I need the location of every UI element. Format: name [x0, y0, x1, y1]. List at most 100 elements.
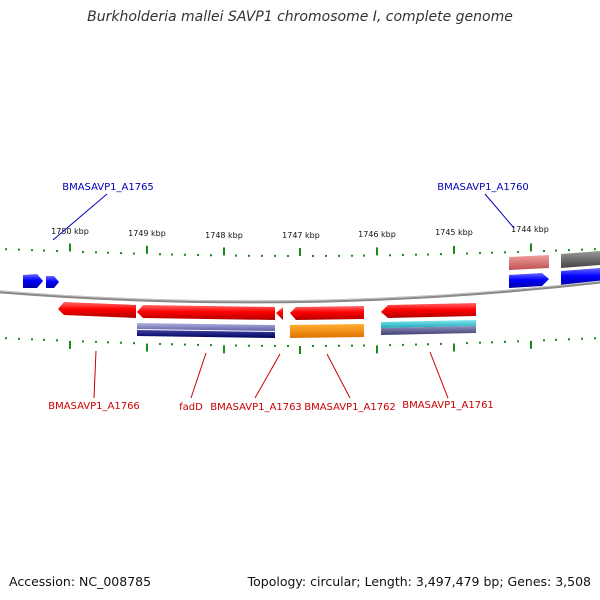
major-tick	[376, 247, 378, 256]
major-tick	[69, 243, 71, 252]
minor-tick	[235, 254, 237, 257]
minor-tick	[95, 251, 97, 254]
minor-tick	[440, 342, 442, 345]
minor-tick	[402, 343, 404, 346]
major-tick	[146, 245, 148, 254]
gene-label-a1763[interactable]: BMASAVP1_A1763	[210, 402, 302, 413]
minor-tick	[517, 250, 519, 253]
minor-tick	[504, 251, 506, 254]
reverse-cds-a1761[interactable]	[381, 303, 476, 318]
minor-tick	[325, 254, 327, 257]
major-tick	[223, 345, 225, 354]
gene-label-fadd[interactable]: fadD	[179, 402, 203, 413]
domain-bar-purple[interactable]	[137, 323, 275, 331]
minor-tick	[543, 250, 545, 253]
forward-cds-left-2[interactable]	[46, 276, 59, 288]
major-tick	[299, 248, 301, 256]
minor-tick	[184, 253, 186, 256]
forward-strand-features	[23, 251, 600, 288]
major-tick	[146, 343, 148, 352]
minor-tick	[261, 254, 263, 257]
forward-cds-a1760[interactable]	[509, 273, 549, 288]
minor-tick	[389, 344, 391, 347]
minor-tick	[43, 249, 45, 252]
minor-tick	[338, 344, 340, 347]
major-tick	[223, 247, 225, 256]
leader-line-a1760	[484, 193, 515, 229]
gene-label-a1761[interactable]: BMASAVP1_A1761	[402, 400, 494, 411]
page-title: Burkholderia mallei SAVP1 chromosome I, …	[87, 9, 513, 25]
minor-tick	[402, 254, 404, 257]
forward-cds-left-1[interactable]	[23, 274, 43, 288]
domain-bar-navy[interactable]	[137, 330, 275, 338]
gene-label-a1766[interactable]: BMASAVP1_A1766	[48, 401, 140, 412]
leader-line-a1763	[254, 353, 281, 399]
leader-line-a1765	[52, 193, 108, 241]
genome-backbone-highlight	[0, 280, 600, 302]
scale-ticks-top	[5, 243, 596, 257]
major-tick	[530, 340, 532, 349]
minor-tick	[56, 339, 58, 342]
domain-bar-teal[interactable]	[381, 320, 476, 328]
minor-tick	[581, 248, 583, 251]
scale-label-1748: 1748 kbp	[205, 231, 243, 240]
reverse-cds-a1763[interactable]	[276, 307, 283, 320]
scale-label-1747: 1747 kbp	[282, 231, 320, 240]
domain-bar-slate[interactable]	[381, 326, 476, 335]
minor-tick	[427, 343, 429, 346]
major-tick	[453, 343, 455, 352]
minor-tick	[133, 342, 135, 345]
minor-tick	[325, 344, 327, 347]
scale-label-1750: 1750 kbp	[51, 227, 89, 236]
scale-label-1745: 1745 kbp	[435, 228, 473, 237]
minor-tick	[312, 254, 314, 257]
forward-feature-pink[interactable]	[509, 255, 549, 270]
minor-tick	[197, 343, 199, 346]
minor-tick	[107, 251, 109, 254]
minor-tick	[43, 338, 45, 341]
minor-tick	[287, 344, 289, 347]
minor-tick	[555, 249, 557, 252]
minor-tick	[338, 254, 340, 257]
scale-labels: 1750 kbp 1749 kbp 1748 kbp 1747 kbp 1746…	[51, 225, 549, 240]
minor-tick	[594, 248, 596, 251]
minor-tick	[312, 344, 314, 347]
forward-cds-right[interactable]	[561, 268, 600, 286]
reverse-cds-a1762[interactable]	[290, 306, 364, 320]
domain-bar-orange[interactable]	[290, 324, 364, 338]
gene-label-a1765[interactable]: BMASAVP1_A1765	[62, 182, 154, 193]
reverse-cds-fadd[interactable]	[137, 305, 275, 320]
minor-tick	[287, 254, 289, 257]
minor-tick	[568, 249, 570, 252]
major-tick	[530, 243, 532, 252]
minor-tick	[133, 252, 135, 255]
minor-tick	[171, 343, 173, 346]
gene-labels-top: BMASAVP1_A1765 BMASAVP1_A1760	[62, 182, 529, 193]
minor-tick	[171, 253, 173, 256]
gene-label-a1762[interactable]: BMASAVP1_A1762	[304, 402, 396, 413]
minor-tick	[274, 254, 276, 257]
minor-tick	[581, 337, 583, 340]
minor-tick	[159, 342, 161, 345]
reverse-cds-a1766[interactable]	[58, 302, 136, 318]
minor-tick	[351, 344, 353, 347]
forward-feature-gray[interactable]	[561, 251, 600, 268]
minor-tick	[5, 248, 7, 251]
minor-tick	[107, 341, 109, 344]
minor-tick	[184, 343, 186, 346]
minor-tick	[466, 342, 468, 345]
gene-label-a1760[interactable]: BMASAVP1_A1760	[437, 182, 529, 193]
minor-tick	[491, 341, 493, 344]
minor-tick	[120, 252, 122, 255]
major-tick	[69, 340, 71, 349]
minor-tick	[261, 344, 263, 347]
accession-text: Accession: NC_008785	[9, 574, 152, 589]
minor-tick	[274, 344, 276, 347]
minor-tick	[491, 251, 493, 254]
minor-tick	[415, 253, 417, 256]
minor-tick	[351, 254, 353, 257]
reverse-strand-features	[58, 302, 476, 338]
genome-summary-text: Topology: circular; Length: 3,497,479 bp…	[247, 574, 591, 589]
leader-line-a1762	[326, 353, 351, 399]
minor-tick	[479, 341, 481, 344]
